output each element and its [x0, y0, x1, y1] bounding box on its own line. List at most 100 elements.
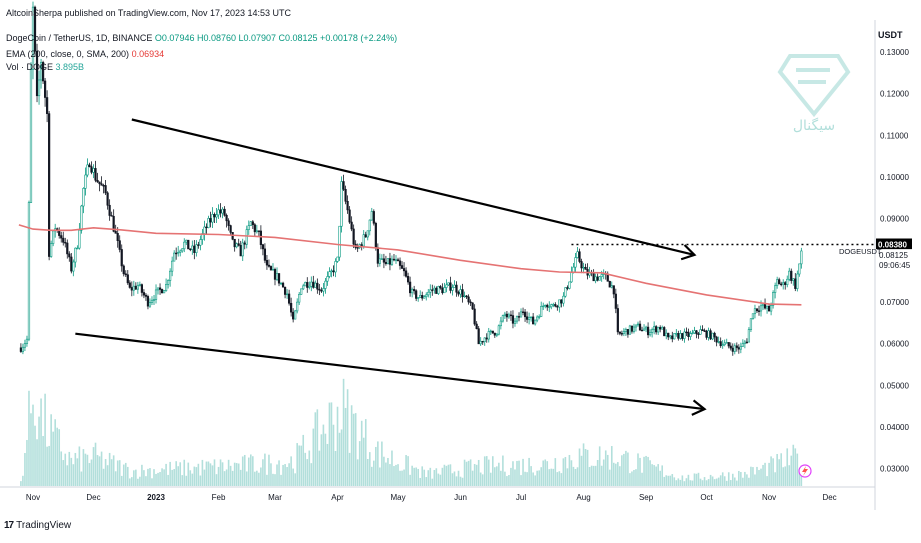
candle	[681, 332, 684, 341]
candle	[455, 281, 458, 297]
volume-bar	[52, 431, 54, 486]
volume-bar	[94, 442, 97, 486]
ema-legend[interactable]: EMA (200, close, 0, SMA, 200) 0.06934	[6, 49, 164, 59]
volume-bar	[798, 469, 801, 486]
candle	[648, 329, 652, 337]
candle	[663, 326, 666, 337]
volume-bar	[332, 424, 335, 486]
volume-bar	[536, 470, 538, 486]
volume-bar	[572, 466, 575, 486]
volume-legend[interactable]: Vol · DOGE 3.895B	[6, 62, 84, 72]
volume-bar	[715, 478, 718, 486]
currency-unit[interactable]: USDT	[878, 30, 903, 40]
candle	[685, 327, 688, 337]
time-axis[interactable]: Nov Dec 2023 Feb Mar Apr May Jun Jul Aug Sep Oct Nov…	[26, 493, 837, 502]
candle	[152, 295, 156, 306]
candle	[441, 283, 444, 295]
candle	[390, 255, 394, 266]
volume-bar	[586, 449, 589, 486]
candle	[499, 316, 502, 330]
candle	[300, 288, 303, 295]
volume-bar	[619, 466, 621, 486]
volume-bar	[598, 446, 601, 486]
candle	[294, 309, 297, 320]
volume-bar	[687, 474, 690, 486]
candle	[225, 213, 228, 228]
candle	[473, 304, 476, 326]
candle	[162, 290, 166, 294]
volume-bar	[449, 464, 452, 486]
candle	[519, 308, 523, 318]
volume-bar	[455, 476, 458, 486]
volume-bar	[443, 464, 446, 486]
volume-bar	[28, 390, 30, 486]
price-tick-label: 0.11000	[880, 131, 909, 140]
candle	[717, 336, 720, 344]
candle	[279, 282, 283, 286]
volume-bar	[766, 476, 768, 486]
candle	[527, 312, 531, 325]
volume-bar	[139, 476, 141, 486]
price-tick-label: 0.06000	[880, 340, 909, 349]
volume-bar	[58, 429, 61, 486]
candle	[566, 285, 569, 291]
candle	[620, 330, 623, 337]
candle	[721, 340, 724, 349]
candle	[608, 280, 611, 288]
volume-bar	[278, 460, 280, 486]
volume-bar	[252, 456, 254, 486]
volume-bar	[80, 471, 83, 486]
price-axis[interactable]: 0.130000.120000.110000.100000.090000.080…	[839, 48, 912, 474]
candle	[737, 344, 740, 354]
candle	[175, 247, 178, 260]
volume-bar	[433, 470, 436, 486]
volume-bar	[760, 468, 762, 486]
volume-bar	[112, 455, 115, 486]
candle	[626, 329, 630, 338]
candle	[671, 331, 674, 343]
candle	[693, 326, 696, 335]
volume-bar	[66, 465, 69, 486]
volume-bar	[340, 429, 343, 486]
tradingview-logo[interactable]: 17 TradingView	[4, 520, 71, 531]
candle	[417, 297, 420, 302]
candle	[392, 253, 396, 262]
candle	[344, 185, 347, 205]
symbol-legend[interactable]: DogeCoin / TetherUS, 1D, BINANCE O0.0794…	[6, 33, 397, 43]
volume-bar	[744, 471, 746, 486]
volume-bar	[689, 480, 692, 486]
candle	[23, 339, 27, 351]
volume-bar	[268, 454, 270, 486]
candle	[655, 325, 658, 335]
volume-bar	[524, 471, 526, 486]
candle	[495, 333, 498, 338]
volume-bar	[617, 462, 619, 486]
volume-bar	[740, 472, 742, 486]
volume-bar	[522, 458, 524, 486]
volume-bar	[163, 469, 165, 486]
volume-bar	[772, 458, 774, 486]
drawings[interactable]	[75, 118, 875, 416]
candle	[447, 282, 450, 286]
volume-bar	[709, 474, 712, 486]
volume-bar	[116, 460, 119, 486]
candle	[169, 268, 172, 287]
volume-bar	[62, 460, 65, 486]
candle	[122, 264, 125, 277]
lightning-icon[interactable]	[798, 464, 812, 478]
candle	[128, 280, 131, 289]
volume-bar	[768, 462, 770, 486]
volume-bar	[322, 424, 325, 486]
volume-bar	[584, 449, 587, 486]
volume-bar	[143, 470, 145, 486]
volume-bar	[173, 469, 175, 486]
candle	[269, 265, 273, 271]
time-tick-label: Nov	[26, 493, 40, 502]
volume-bar	[124, 462, 127, 486]
time-tick-label: Feb	[212, 493, 226, 502]
candle	[636, 321, 640, 327]
candle	[469, 299, 472, 307]
candle	[31, 1, 35, 80]
